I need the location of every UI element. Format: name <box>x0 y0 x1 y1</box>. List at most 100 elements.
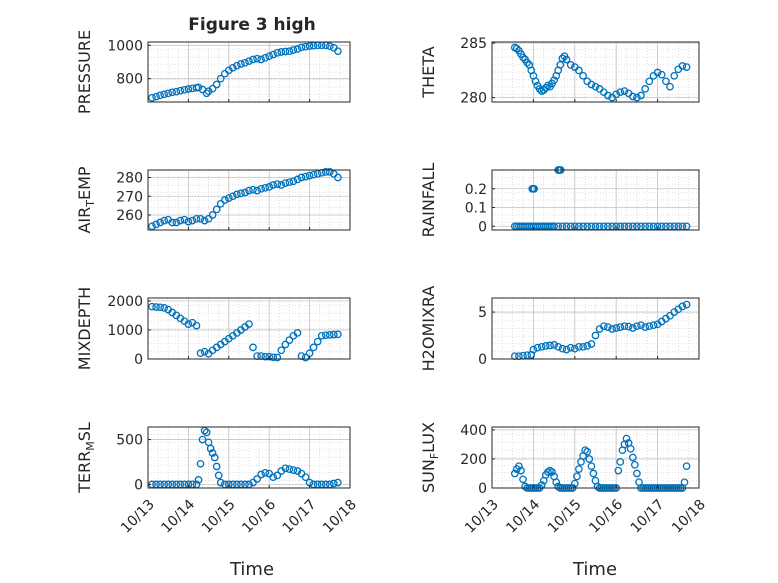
y-tick-label: 0 <box>478 352 487 368</box>
data-point <box>583 447 592 456</box>
data-point <box>334 330 342 339</box>
axes-box <box>147 169 351 231</box>
data-point <box>194 83 203 92</box>
data-point <box>533 343 542 352</box>
data-point <box>616 88 625 97</box>
data-point <box>212 80 221 89</box>
data-point <box>682 63 691 71</box>
y-tick-label: 285 <box>460 36 487 52</box>
data-point <box>198 435 207 444</box>
data-point <box>604 91 612 100</box>
data-point <box>637 321 645 330</box>
data-series <box>510 300 691 361</box>
y-tick-label: 0.2 <box>465 182 487 198</box>
data-point <box>200 216 209 225</box>
data-point <box>546 466 554 475</box>
data-point <box>657 70 666 79</box>
data-point <box>184 320 193 328</box>
axes-box <box>491 169 700 231</box>
x-tick-label: 10/18 <box>669 497 709 537</box>
data-point <box>608 325 616 333</box>
data-point <box>587 462 596 471</box>
y-tick-label: 200 <box>460 452 487 468</box>
y-tick-label: 0 <box>478 219 487 235</box>
data-series <box>148 168 342 231</box>
data-point <box>537 342 546 351</box>
data-point <box>301 473 310 482</box>
data-point <box>531 77 540 86</box>
data-point <box>616 458 625 466</box>
data-point <box>529 345 538 354</box>
data-point <box>245 320 253 328</box>
axes-box <box>491 426 700 489</box>
data-point <box>273 180 282 188</box>
data-point <box>573 472 581 481</box>
data-point <box>289 177 298 186</box>
data-point <box>233 61 241 70</box>
data-point <box>285 178 294 187</box>
data-point <box>261 183 270 192</box>
data-point <box>612 90 621 99</box>
data-point <box>517 466 525 475</box>
data-point <box>587 340 596 348</box>
data-point <box>261 352 270 361</box>
data-point <box>566 61 575 69</box>
y-tick-label: 5 <box>478 305 487 321</box>
data-point <box>645 322 654 331</box>
data-point <box>281 340 290 349</box>
data-point <box>301 42 310 51</box>
data-point <box>184 85 193 93</box>
data-point <box>628 92 637 101</box>
data-point <box>152 220 160 229</box>
data-point <box>570 344 579 353</box>
data-point <box>253 475 261 483</box>
data-point <box>202 428 211 437</box>
y-tick-label: 0 <box>134 352 143 368</box>
data-point <box>548 468 556 476</box>
data-point <box>148 302 156 311</box>
data-point <box>156 91 164 100</box>
data-point <box>325 168 334 176</box>
data-point <box>512 44 521 53</box>
data-point <box>194 476 203 484</box>
y-tick-label: 270 <box>116 189 143 205</box>
data-point <box>228 192 237 201</box>
data-point <box>160 90 169 99</box>
data-point <box>269 473 278 482</box>
axes-box <box>147 41 351 103</box>
data-point <box>550 76 558 85</box>
data-point <box>176 86 185 95</box>
data-point <box>539 86 548 94</box>
y-tick-label: 1000 <box>107 323 143 339</box>
data-point <box>317 331 326 340</box>
minor-grid <box>147 298 351 359</box>
data-point <box>172 218 181 227</box>
data-point <box>562 345 571 354</box>
data-point <box>519 53 527 62</box>
data-point <box>530 184 539 193</box>
data-point <box>176 216 185 225</box>
x-tick-label: 10/18 <box>320 497 360 537</box>
data-point <box>587 80 596 89</box>
data-point <box>301 172 310 181</box>
data-point <box>678 62 687 70</box>
data-point <box>633 469 641 478</box>
y-tick-label: 400 <box>460 423 487 439</box>
y-axis-label: H2OMIXRA <box>419 286 438 372</box>
data-point <box>277 181 286 189</box>
data-point <box>293 329 302 337</box>
y-tick-label: 280 <box>116 171 143 187</box>
data-point <box>624 322 633 331</box>
subplot-sun-flux: 0 200 400 SUNFLUX 10/13 10/14 10/15 10/16 10/17 1… <box>419 422 709 536</box>
data-point <box>204 214 213 223</box>
data-point <box>277 346 286 355</box>
data-series <box>148 302 342 362</box>
data-point <box>305 42 314 50</box>
data-point <box>156 218 164 227</box>
data-point <box>523 351 532 360</box>
y-axis-label: TERRMSL <box>75 422 97 494</box>
data-point <box>208 449 217 457</box>
data-point <box>604 323 612 331</box>
y-tick-label: 500 <box>116 433 143 449</box>
data-point <box>510 469 519 478</box>
